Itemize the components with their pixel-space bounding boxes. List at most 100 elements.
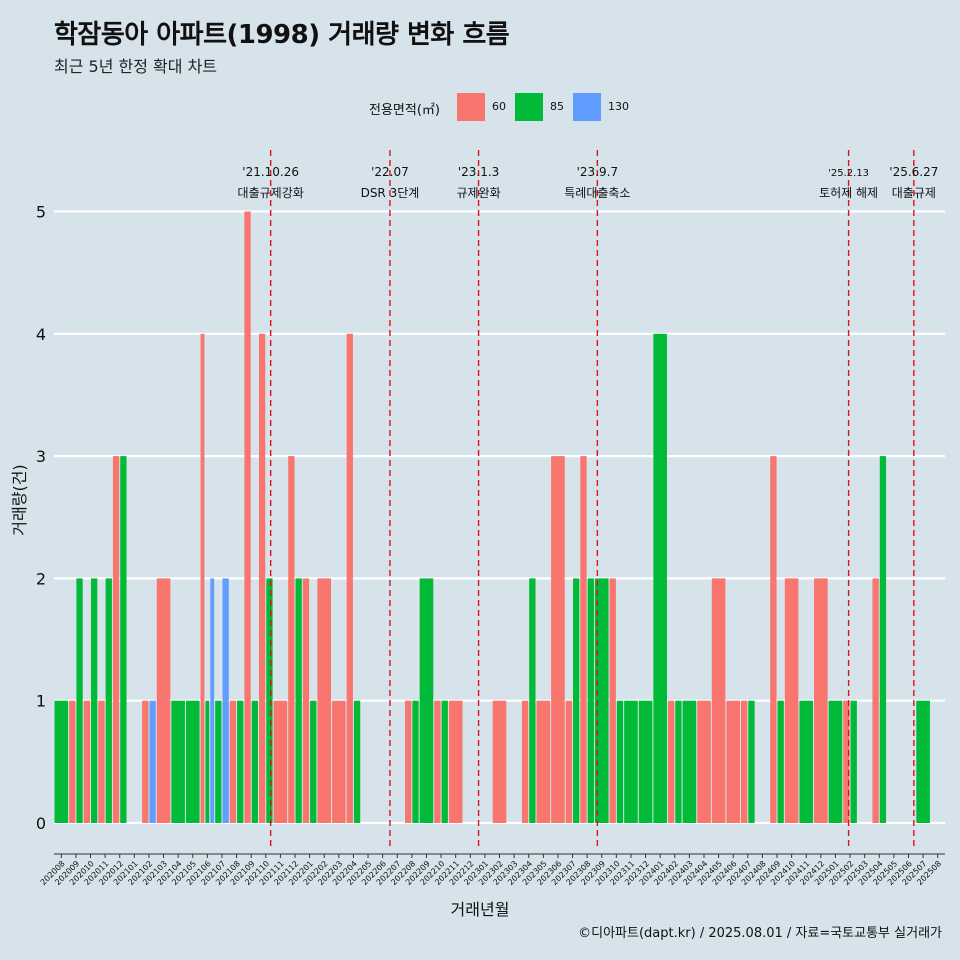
bar-202201-60: [302, 578, 310, 823]
bar-202507-85: [916, 700, 930, 823]
bar-202108-60: [229, 700, 237, 823]
bar-202307-85: [573, 578, 580, 823]
bar-202310-60: [609, 578, 616, 823]
y-tick-label: 1: [36, 692, 46, 711]
bar-202504-85: [879, 456, 887, 823]
bar-202407-85: [748, 700, 755, 823]
event-date: '22.07: [371, 165, 409, 179]
bar-202210-60: [434, 700, 441, 823]
chart-subtitle: 최근 5년 한정 확대 차트: [54, 57, 218, 76]
bar-202405-60: [711, 578, 726, 823]
bar-202409-85: [777, 700, 784, 823]
bar-202104-85: [171, 700, 185, 823]
bar-202109-60: [244, 211, 251, 823]
legend-label-60: 60: [492, 100, 506, 113]
bar-202404-60: [697, 700, 711, 823]
event-date: '25.6.27: [889, 165, 938, 179]
bar-202304-85: [529, 578, 536, 823]
bar-202302-60: [492, 700, 507, 823]
bar-202502-85: [850, 700, 857, 823]
event-label: DSR 3단계: [361, 186, 420, 200]
bar-202211-60: [448, 700, 463, 823]
bar-202305-60: [536, 700, 551, 823]
bar-202307-60: [565, 700, 573, 823]
bar-202209-85: [419, 578, 434, 823]
bar-202009-60: [69, 700, 76, 823]
event-label: 대출규제강화: [238, 186, 304, 200]
bar-202402-85: [675, 700, 682, 823]
bar-202105-85: [185, 700, 200, 823]
legend-key-60: [457, 93, 485, 121]
bar-202201-85: [310, 700, 317, 823]
bar-202401-85: [653, 333, 667, 823]
bar-202311-85: [624, 700, 638, 823]
event-date: '23.1.3: [458, 165, 499, 179]
bar-202012-60: [112, 456, 120, 823]
legend: 전용면적(㎡) 60 85 130: [0, 90, 960, 124]
y-tick-label: 3: [36, 447, 46, 466]
bar-202102-60: [142, 700, 149, 823]
bar-202008-85: [54, 700, 69, 823]
legend-key-85: [515, 93, 543, 121]
bar-202202-60: [317, 578, 332, 823]
bar-202403-85: [682, 700, 697, 823]
bar-202308-60: [580, 456, 587, 823]
event-date: '25.2.13: [828, 168, 869, 179]
event-label: 규제완화: [456, 186, 500, 200]
bar-202402-60: [667, 700, 675, 823]
bar-202312-85: [638, 700, 653, 823]
bar-202208-85: [412, 700, 419, 823]
y-tick-label: 2: [36, 569, 46, 588]
bar-202102-130: [149, 700, 156, 823]
bar-202106-85: [205, 700, 210, 823]
y-tick-label: 0: [36, 814, 46, 833]
event-date: '23.9.7: [577, 165, 618, 179]
bar-202108-85: [237, 700, 244, 823]
bar-202106-130: [210, 578, 215, 823]
bar-202110-60: [258, 333, 266, 823]
bar-202306-60: [551, 456, 565, 823]
bar-202110-85: [266, 578, 273, 823]
legend-key-130: [573, 93, 601, 121]
bar-202210-85: [441, 700, 448, 823]
bar-202109-85: [251, 700, 258, 823]
bar-202107-130: [222, 578, 229, 823]
bar-202411-85: [799, 700, 814, 823]
bar-202304-60: [521, 700, 529, 823]
bar-202310-85: [616, 700, 624, 823]
bar-202502-60: [843, 700, 850, 823]
bar-202412-60: [814, 578, 828, 823]
bar-202010-85: [91, 578, 98, 823]
bar-202111-60: [273, 700, 288, 823]
bar-202406-60: [726, 700, 741, 823]
caption: ©디아파트(dapt.kr) / 2025.08.01 / 자료=국토교통부 실…: [578, 926, 942, 941]
bar-202107-85: [215, 700, 222, 823]
y-tick-label: 4: [36, 325, 46, 344]
bar-202010-60: [83, 700, 91, 823]
bar-202204-85: [353, 700, 361, 823]
bar-202308-85: [587, 578, 594, 823]
bar-202112-60: [288, 456, 295, 823]
bar-202204-60: [346, 333, 353, 823]
bar-202501-85: [828, 700, 843, 823]
bar-202504-60: [872, 578, 879, 823]
legend-label-85: 85: [550, 100, 564, 113]
event-label: 대출규제: [892, 186, 936, 200]
chart-title: 학잠동아 아파트(1998) 거래량 변화 흐름: [54, 20, 510, 50]
legend-label-130: 130: [608, 100, 629, 113]
bar-202410-60: [784, 578, 799, 823]
bar-202112-85: [295, 578, 302, 823]
event-label: 특례대출축소: [564, 186, 630, 200]
bar-202407-60: [741, 700, 748, 823]
bar-202011-60: [98, 700, 105, 823]
bar-202011-85: [105, 578, 112, 823]
bar-202208-60: [405, 700, 412, 823]
y-tick-label: 5: [36, 203, 46, 222]
bar-202409-60: [770, 456, 777, 823]
bar-202203-60: [332, 700, 346, 823]
x-axis-title: 거래년월: [450, 900, 510, 919]
bar-202009-85: [76, 578, 83, 823]
bar-202309-85: [594, 578, 609, 823]
event-date: '21.10.26: [242, 165, 299, 179]
